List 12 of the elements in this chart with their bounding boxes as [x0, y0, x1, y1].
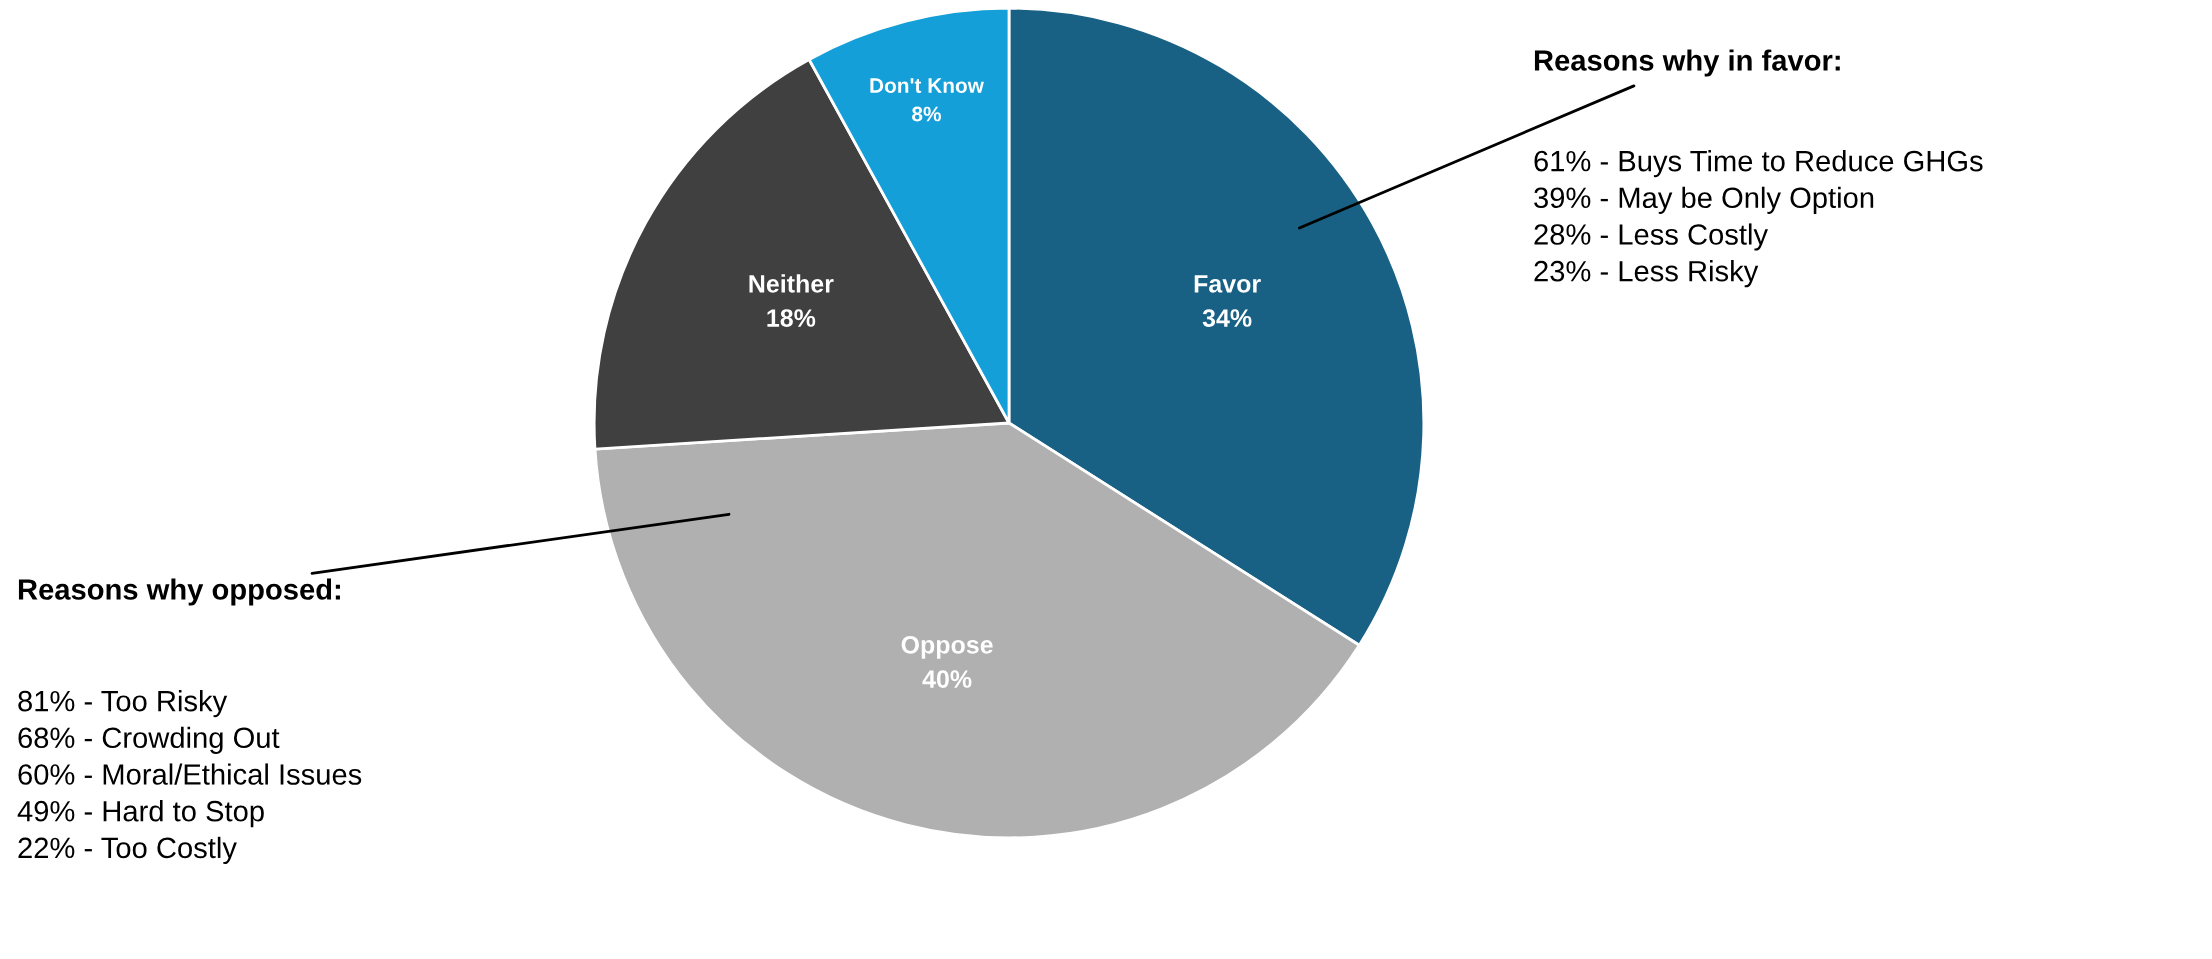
- text: Reasons why in favor:: [1534, 49, 1840, 77]
- text: 81% - Too Risky 68% - Crowding Out 60% - Moral/Ethical Issues 49% - Hard to Stop 22% - Too Costly: [17, 690, 362, 864]
- slice-label: Favor: [1194, 275, 1261, 293]
- data-label: 18%: [767, 309, 816, 327]
- data-label: 8%: [912, 106, 941, 122]
- text: Reasons why opposed:: [18, 578, 340, 606]
- slice-label: Don't Know: [870, 78, 984, 93]
- slice-label: Neither: [749, 274, 834, 293]
- data-label: 40%: [922, 670, 972, 688]
- slice-label: Oppose: [901, 636, 993, 659]
- data-label: 34%: [1202, 309, 1252, 327]
- text: 61% - Buys Time to Reduce GHGs 39% - May be Only Option 28% - Less Costly 23% - Less Risky: [1534, 150, 1983, 288]
